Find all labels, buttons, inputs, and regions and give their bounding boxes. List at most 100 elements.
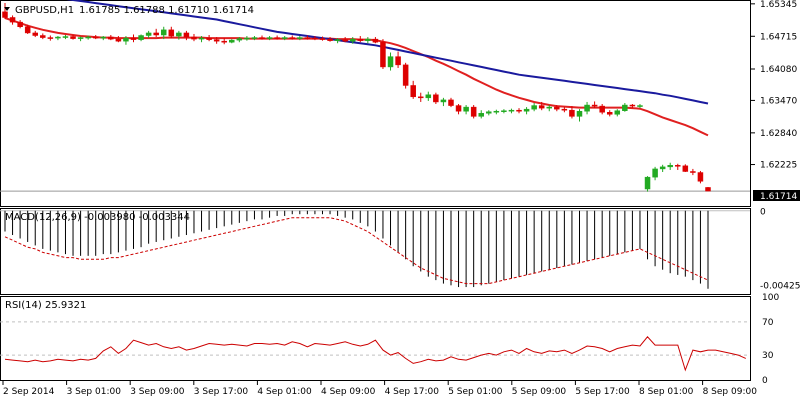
candle-body [455,105,462,112]
candle-body [690,171,696,173]
candle-body [17,21,23,28]
candle-body [470,106,477,117]
candle-body [546,106,553,109]
macd-signal-line [4,217,709,285]
candle-body [70,36,76,39]
candle-body [501,110,507,112]
macd-tick-label: -0.004255 [760,282,800,292]
candle-body [47,37,54,39]
candle-body [523,108,530,112]
candle-body [108,36,114,40]
candle-body [440,99,447,103]
candle-body [478,113,484,117]
candle-body [32,32,38,36]
candle-body [342,39,348,42]
time-tick-label: 4 Sep 17:00 [385,387,440,397]
candle-body [259,37,265,39]
price-tick-label: 1.62225 [760,161,797,171]
candle-body [614,110,621,115]
candle-body [244,37,250,40]
candle-body [40,35,46,38]
candle-body [606,112,613,115]
candle-body [402,64,409,86]
candle-body [221,40,227,43]
rsi-line [4,336,746,372]
candle-body [183,32,190,38]
candle-body [576,110,583,117]
candle-body [697,172,704,182]
rsi-tick-label: 0 [762,376,768,386]
candle-body [191,36,197,40]
price-tick-label: 1.64715 [760,32,797,42]
candle-body [145,32,152,36]
candle-body [372,38,379,43]
time-tick-label: 8 Sep 09:00 [703,387,758,397]
candle-body [168,29,175,37]
candle-body [395,56,401,66]
candle-body [682,165,689,172]
candle-body [176,32,182,37]
candle-body [319,38,326,40]
rsi-panel-frame [0,296,751,381]
candle-body [55,36,61,39]
candle-body [198,37,205,40]
candle-body [357,38,364,41]
price-panel-frame [0,0,751,207]
candle-body [100,36,107,39]
candle-body [380,41,386,68]
rsi-panel [0,321,750,372]
candle-body [62,36,69,38]
candle-body [410,85,416,98]
candle-body [312,37,318,40]
time-tick-label: 5 Sep 01:00 [448,387,503,397]
current-price-box [753,190,800,201]
price-panel [0,0,750,192]
time-tick-label: 2 Sep 2014 [3,387,55,397]
candle-body [538,105,545,109]
time-tick-label: 5 Sep 09:00 [512,387,567,397]
macd-panel-frame [0,208,751,295]
dropdown-triangle-icon[interactable] [4,7,10,11]
candle-body [213,39,220,42]
candle-body [493,110,500,113]
candle-body [349,38,356,42]
candle-body [508,109,515,112]
time-tick-label: 4 Sep 01:00 [257,387,312,397]
candle-body [2,11,8,18]
candle-body [266,37,273,39]
candle-body [160,29,167,36]
candle-body [77,37,84,39]
candle-body [463,106,469,112]
candle-body [591,104,598,107]
price-tick-label: 1.64080 [760,65,797,75]
candle-body [516,109,522,112]
candle-body [486,111,492,114]
candle-body [92,36,99,39]
time-tick-label: 3 Sep 09:00 [130,387,185,397]
candle-body [637,105,643,107]
candle-body [531,105,537,110]
candle-body [115,38,122,42]
candle-body [569,109,575,117]
candle-body [281,37,288,39]
candle-body [123,37,129,42]
macd-tick-label: 0 [760,208,766,218]
candle-body [387,56,394,68]
candle-body [667,165,673,168]
macd-label: MACD(12,26,9) -0.003980 -0.003344 [5,212,190,223]
candle-body [251,37,258,39]
rsi-tick-label: 100 [762,293,779,303]
ma-slow-line [66,0,709,105]
candle-body [554,106,560,110]
time-tick-label: 3 Sep 01:00 [67,387,122,397]
candle-body [599,105,605,113]
candle-body [584,104,590,112]
candle-body [229,39,235,43]
candle-body [138,35,144,40]
candle-body [622,104,628,111]
symbol-label: GBPUSD,H1 [15,5,74,16]
candle-body [327,38,333,41]
ohlc-label: 1.61785 1.61788 1.61710 1.61714 [79,5,254,16]
